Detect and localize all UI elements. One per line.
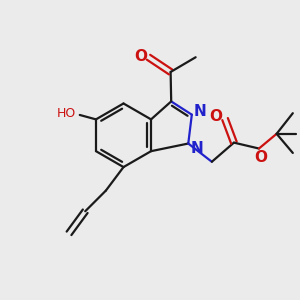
Text: O: O	[254, 150, 267, 165]
Text: N: N	[194, 103, 206, 118]
Text: O: O	[134, 49, 147, 64]
Text: O: O	[210, 109, 223, 124]
Text: HO: HO	[56, 107, 76, 120]
Text: N: N	[191, 141, 203, 156]
